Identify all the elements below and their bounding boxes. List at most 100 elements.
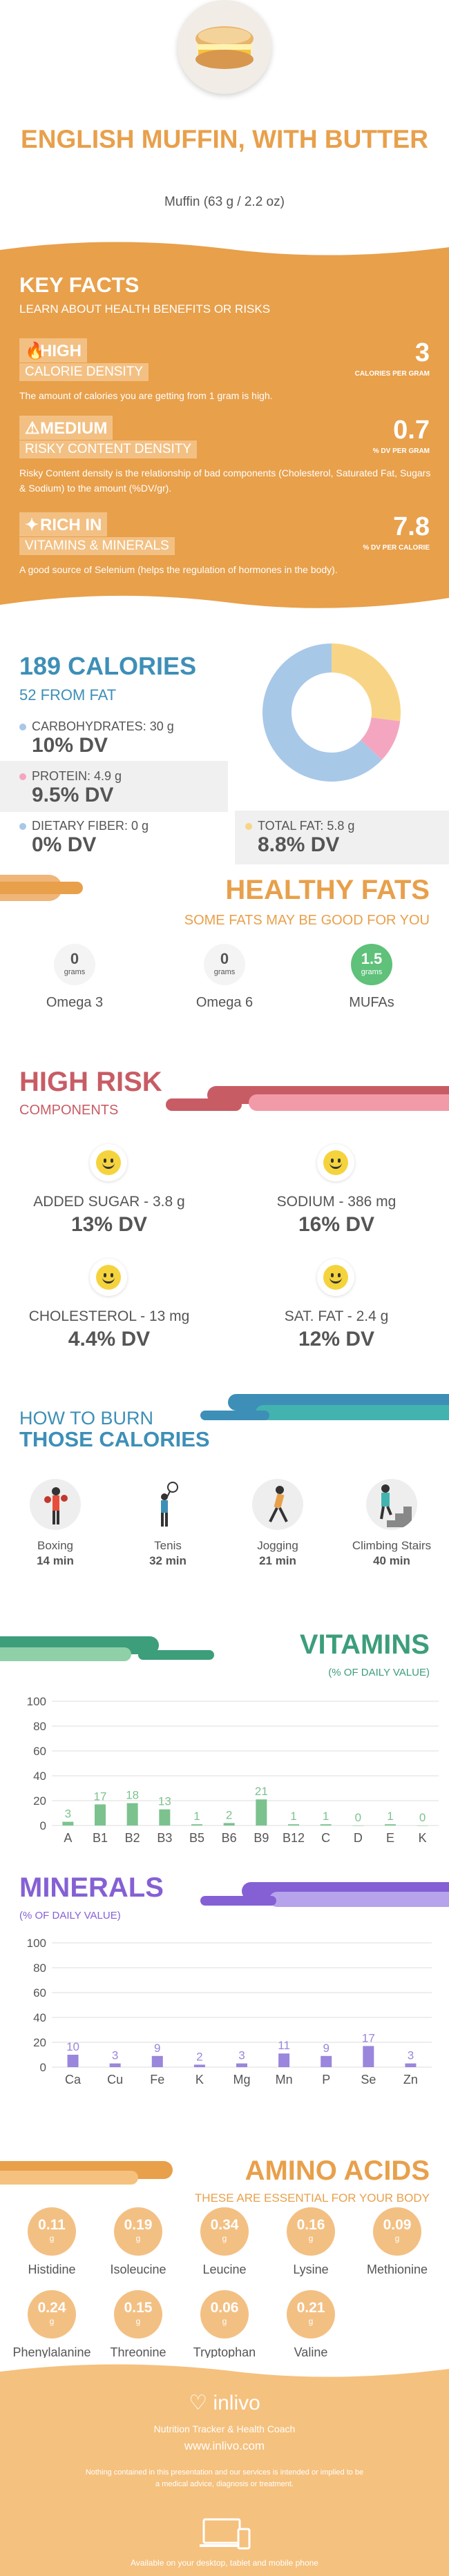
brand-url[interactable]: www.inlivo.com — [184, 2439, 265, 2452]
bar-value-label: 3 — [238, 2049, 245, 2062]
amino-unit: g — [222, 2316, 227, 2326]
amino-label: Methionine — [366, 2263, 428, 2276]
vitamins-section: VITAMINS (% OF DAILY VALUE) 0 20 40 60 80 100… — [0, 1617, 449, 1872]
decor-bar — [269, 1892, 449, 1907]
risk-label: ADDED SUGAR - 3.8 g — [33, 1194, 185, 1210]
amino-circle: 0.34 g — [200, 2207, 249, 2256]
smiley-icon — [317, 1144, 354, 1181]
fact-label: RISKY CONTENT DENSITY — [19, 440, 198, 458]
bar-value-label: 1 — [387, 1810, 393, 1823]
bar-B9 — [256, 1799, 267, 1826]
amino-subtitle: THESE ARE ESSENTIAL FOR YOUR BODY — [194, 2191, 430, 2205]
smiley-icon — [317, 1259, 354, 1296]
donut-slice-carbohydrates — [262, 643, 382, 782]
fat-highlight — [235, 811, 449, 864]
page-title: ENGLISH MUFFIN, WITH BUTTER — [21, 125, 428, 153]
decor-bar — [200, 1896, 276, 1906]
y-tick-label: 60 — [33, 1986, 46, 1999]
high-risk-title: HIGH RISK — [19, 1067, 162, 1097]
bar-B5 — [191, 1824, 202, 1826]
carbs-stat: CARBOHYDRATES: 30 g 10% DV — [19, 719, 174, 757]
total-calories: 189 CALORIES — [19, 652, 197, 680]
bar-value-label: 11 — [278, 2039, 290, 2052]
x-tick-label: B1 — [93, 1831, 108, 1845]
jogging-icon — [252, 1479, 303, 1530]
amino-unit: g — [49, 2316, 55, 2326]
legend-dot — [19, 773, 26, 780]
carbs-dv: 10% DV — [32, 734, 108, 757]
amino-circle: 0.09 g — [373, 2207, 421, 2256]
omega6-value: 0 — [220, 950, 229, 967]
omega6-label: Omega 6 — [195, 995, 254, 1010]
amino-unit: g — [135, 2234, 141, 2243]
omega6-circle: 0 grams — [204, 944, 245, 985]
smiley-icon — [90, 1144, 127, 1181]
fact-description: A good source of Selenium (helps the reg… — [19, 564, 338, 575]
amino-label: Threonine — [110, 2345, 166, 2358]
fiber-label: DIETARY FIBER: 0 g — [32, 819, 149, 833]
y-tick-label: 40 — [33, 2011, 46, 2024]
amino-unit: g — [49, 2234, 55, 2243]
bar-value-label: 0 — [419, 1811, 426, 1824]
y-tick-label: 0 — [40, 2061, 46, 2074]
x-tick-label: B12 — [283, 1831, 305, 1845]
bar-A — [62, 1821, 74, 1826]
availability-note: Available on your desktop, tablet and mo… — [131, 2558, 318, 2568]
amino-acids-section: AMINO ACIDS THESE ARE ESSENTIAL FOR YOUR… — [0, 2142, 449, 2358]
amino-value: 0.15 — [124, 2300, 153, 2316]
boxing-icon — [30, 1479, 81, 1530]
amino-unit: g — [308, 2234, 314, 2243]
bar-value-label: 2 — [226, 1808, 232, 1821]
key-facts-subtitle: LEARN ABOUT HEALTH BENEFITS OR RISKS — [19, 302, 271, 316]
muffin-icon — [195, 26, 254, 69]
food-image — [178, 0, 271, 94]
bar-value-label: 17 — [94, 1790, 107, 1803]
bar-value-label: 1 — [290, 1810, 296, 1823]
bar-K — [193, 2064, 205, 2067]
bar-B3 — [159, 1809, 171, 1826]
activity-minutes: 40 min — [373, 1554, 410, 1567]
minerals-section: MINERALS (% OF DAILY VALUE) 0 20 40 60 80 100… — [0, 1872, 449, 2142]
decor-bar — [249, 1094, 449, 1111]
bar-B1 — [95, 1804, 106, 1826]
bar-C — [320, 1824, 332, 1826]
activity-name: Jogging — [257, 1539, 298, 1552]
x-tick-label: B9 — [254, 1831, 269, 1845]
bar-value-label: 0 — [355, 1811, 361, 1824]
x-tick-label: K — [419, 1831, 427, 1845]
bar-value-label: 3 — [408, 2049, 414, 2062]
brand-logo[interactable]: ♡ inlivo — [0, 2391, 449, 2415]
bar-B6 — [223, 1823, 235, 1826]
fact-level: RICH IN — [40, 516, 102, 534]
brand-name: inlivo — [213, 2392, 260, 2414]
amino-label: Tryptophan — [193, 2345, 256, 2358]
calories-section: 189 CALORIES 52 FROM FAT CARBOHYDRATES: … — [0, 616, 449, 868]
amino-value: 0.09 — [383, 2217, 412, 2233]
bar-value-label: 1 — [193, 1810, 200, 1823]
minerals-bar-chart: 0 20 40 60 80 100 10 Ca 3 Cu 9 Fe 2 K 3 Mg 11 Mn 9 P 17 Se 3 Zn — [27, 1937, 432, 2086]
bar-value-label: 21 — [255, 1785, 268, 1798]
bar-value-label: 2 — [196, 2050, 202, 2063]
x-tick-label: D — [354, 1831, 363, 1845]
fact-level-box: ✦RICH IN — [19, 512, 108, 536]
bar-Fe — [151, 2055, 163, 2067]
serving-size: Muffin (63 g / 2.2 oz) — [164, 195, 285, 209]
calories-from-fat: 52 FROM FAT — [19, 686, 117, 704]
x-tick-label: A — [64, 1831, 72, 1845]
bar-B12 — [288, 1824, 299, 1826]
fact-label: CALORIE DENSITY — [19, 363, 149, 381]
amino-circle: 0.16 g — [287, 2207, 335, 2256]
activity-name: Boxing — [37, 1539, 73, 1552]
omega3-label: Omega 3 — [46, 995, 104, 1010]
risk-dv: 4.4% DV — [68, 1328, 151, 1350]
amino-unit: g — [222, 2234, 227, 2243]
donut-slice-protein — [361, 717, 401, 760]
fact-level: MEDIUM — [40, 419, 108, 438]
amino-label: Leucine — [202, 2263, 247, 2276]
wave-divider — [0, 2358, 449, 2377]
bar-value-label: 9 — [323, 2042, 329, 2055]
key-facts-section: KEY FACTS LEARN ABOUT HEALTH BENEFITS OR… — [0, 235, 449, 616]
bar-value-label: 10 — [66, 2040, 79, 2053]
vitamins-subtitle: (% OF DAILY VALUE) — [328, 1667, 430, 1678]
bar-value-label: 9 — [154, 2042, 160, 2055]
